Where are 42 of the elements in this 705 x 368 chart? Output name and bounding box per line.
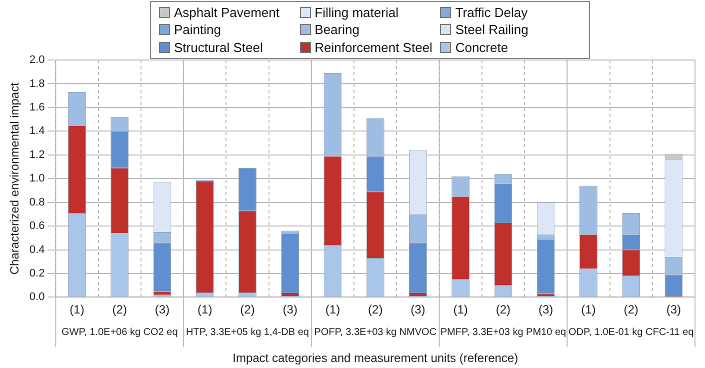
x-tick-label: (1) — [198, 302, 212, 317]
x-tick-label: (3) — [538, 302, 554, 317]
legend-label: Painting — [173, 22, 222, 38]
y-tick-label: 0.8 — [29, 196, 45, 208]
text: ODP, 1.0E-01 kg CFC-11 eq — [568, 326, 694, 338]
x-tick-label: (2) — [368, 302, 383, 317]
x-tick-label: (2) — [112, 302, 127, 317]
x-axis-title: Impact categories and measurement units (reference) — [232, 351, 518, 366]
y-axis-title: Characterized environmental impact — [8, 82, 22, 275]
y-tick-label: 1.2 — [29, 148, 45, 161]
legend-label: Traffic Delay — [454, 5, 529, 20]
x-tick-label: (3) — [282, 302, 298, 317]
y-tick-label: 0.2 — [29, 268, 45, 280]
y-tick-label: 0.6 — [29, 220, 45, 232]
text: HTP, 3.3E+05 kg 1,4-DB eq — [186, 326, 309, 338]
x-tick-label: (1) — [581, 302, 596, 317]
y-tick-label: 1.6 — [29, 101, 45, 114]
x-tick-label: (3) — [410, 302, 426, 317]
x-tick-label: (2) — [496, 302, 511, 317]
legend-label: Structural Steel — [173, 40, 264, 55]
x-tick-label: (1) — [325, 302, 340, 317]
legend-label: Reinforcement Steel — [314, 40, 434, 55]
x-tick-label: (2) — [624, 302, 638, 317]
x-tick-label: (1) — [453, 302, 468, 317]
legend-label: Asphalt Pavement — [173, 5, 281, 20]
text: POFP, 3.3E+03 kg NMVOC — [314, 326, 437, 338]
legend-label: Steel Railing — [454, 22, 530, 38]
y-tick-label: 1.4 — [29, 125, 45, 138]
legend-label: Bearing — [314, 22, 360, 38]
x-tick-label: (3) — [154, 302, 170, 317]
y-tick-label: 2.0 — [29, 54, 45, 66]
x-tick-label: (2) — [240, 302, 255, 317]
text: GWP, 1.0E+06 kg CO2 eq — [61, 326, 178, 338]
y-tick-label: 1.0 — [29, 172, 45, 185]
x-tick-label: (1) — [70, 302, 84, 317]
x-tick-label: (3) — [666, 302, 682, 317]
y-tick-label: 1.8 — [29, 78, 45, 90]
y-tick-label: 0.4 — [29, 244, 45, 256]
y-tick-label: 0.0 — [29, 291, 45, 304]
legend-label: Concrete — [454, 40, 510, 55]
legend-label: Filling material — [314, 5, 400, 20]
text: PMFP, 3.3E+03 kg PM10 eq — [440, 326, 566, 338]
